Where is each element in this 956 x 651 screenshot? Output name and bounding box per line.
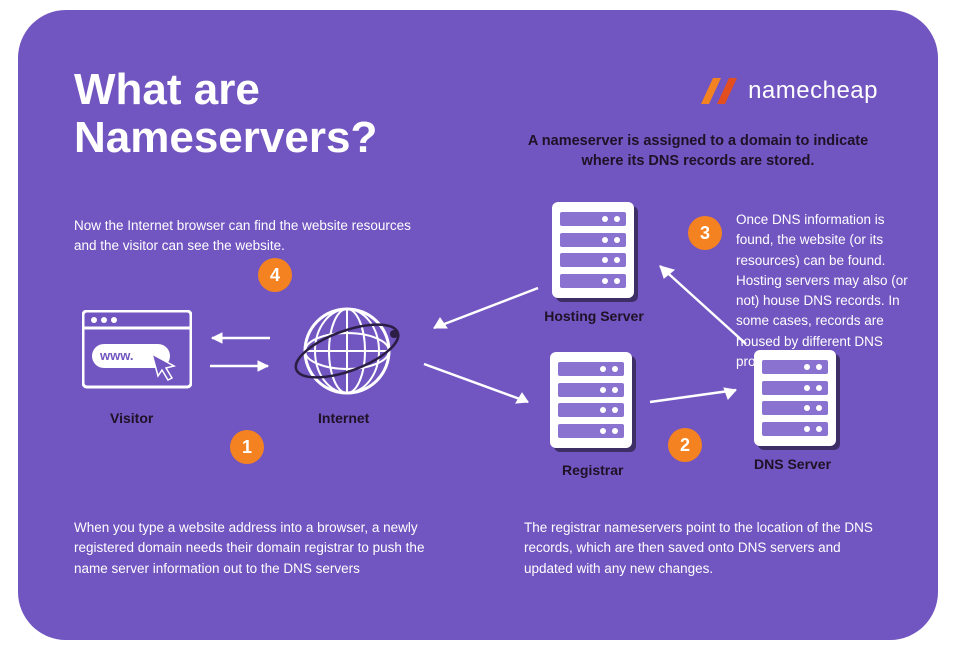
step-2-text: The registrar nameservers point to the l… [524, 518, 884, 579]
brand-block: namecheap [700, 76, 878, 106]
visitor-label: Visitor [110, 410, 153, 426]
registrar-label: Registrar [562, 462, 623, 478]
internet-icon [292, 296, 402, 411]
infographic-card: What are Nameservers? namecheap A namese… [18, 10, 938, 640]
step-4-num: 4 [270, 265, 280, 286]
step-4-badge: 4 [258, 258, 292, 292]
brand-name: namecheap [748, 77, 878, 105]
namecheap-logo-icon [700, 76, 738, 106]
arrow-registrar-to-dns [642, 382, 752, 412]
step-3-badge: 3 [688, 216, 722, 250]
step-4-text: Now the Internet browser can find the we… [74, 216, 424, 257]
step-3-num: 3 [700, 223, 710, 244]
arrow-internet-to-visitor [200, 328, 280, 348]
step-1-badge: 1 [230, 430, 264, 464]
url-text: www. [99, 348, 133, 363]
step-2-badge: 2 [668, 428, 702, 462]
page-title: What are Nameservers? [74, 66, 377, 163]
subtitle-text: A nameserver is assigned to a domain to … [518, 132, 878, 171]
step-1-text: When you type a website address into a b… [74, 518, 434, 579]
internet-label: Internet [318, 410, 369, 426]
hosting-server-icon [552, 202, 634, 298]
hosting-label: Hosting Server [534, 308, 654, 324]
arrow-dns-to-hosting [646, 256, 756, 356]
step-2-num: 2 [680, 435, 690, 456]
registrar-icon [550, 352, 632, 448]
arrow-hosting-to-internet [420, 280, 550, 340]
arrow-internet-to-registrar [416, 356, 546, 416]
visitor-icon: www. [82, 310, 192, 401]
dns-server-icon [754, 350, 836, 446]
dns-label: DNS Server [754, 456, 831, 472]
step-3-text: Once DNS information is found, the websi… [736, 210, 911, 372]
step-1-num: 1 [242, 437, 252, 458]
arrow-visitor-to-internet [200, 356, 280, 376]
